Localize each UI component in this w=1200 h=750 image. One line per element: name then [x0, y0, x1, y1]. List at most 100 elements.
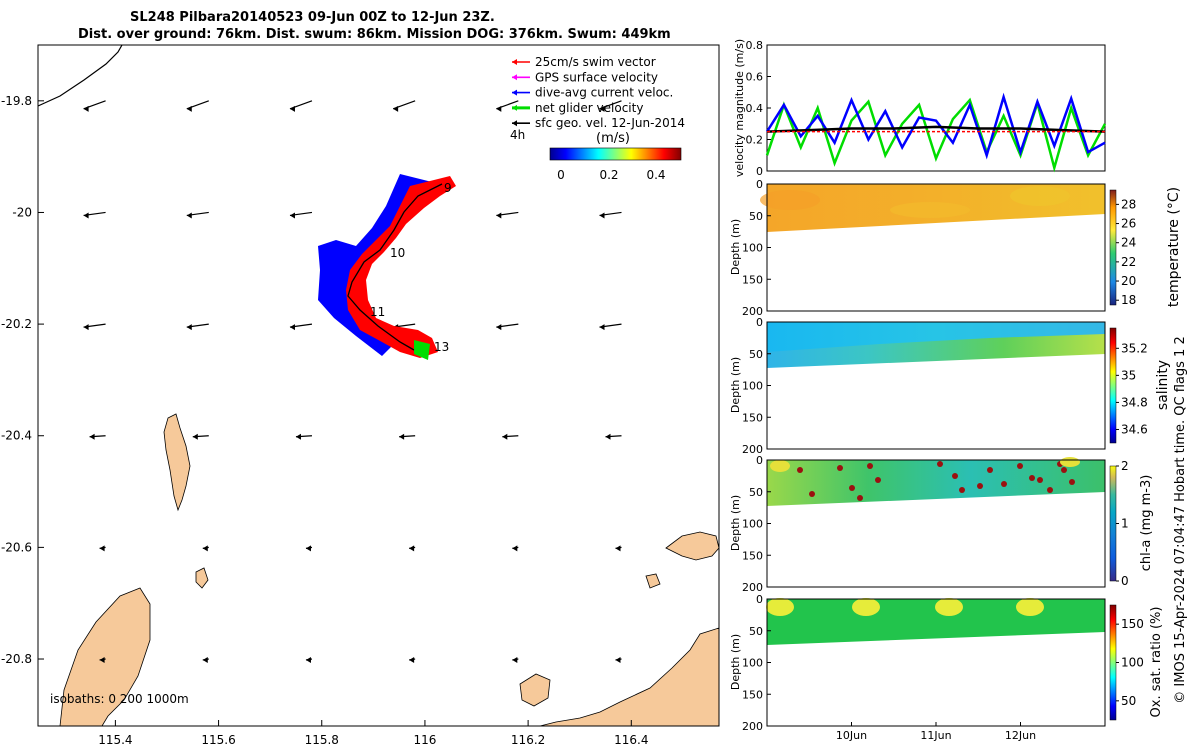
chlorophyll-high-value [867, 463, 873, 469]
geo-arrow-head [83, 324, 89, 331]
temperature-patch [890, 202, 970, 218]
geo-arrow-head [399, 433, 405, 440]
chlorophyll-patch [1060, 457, 1080, 467]
geo-arrow-head [599, 105, 605, 112]
geo-arrow-head [496, 324, 502, 331]
legend-label: sfc geo. vel. 12-Jun-2014 [535, 116, 685, 130]
geo-arrow-head [496, 105, 502, 112]
chlorophyll-high-value [809, 491, 815, 497]
velocity-ylabel: velocity magnitude (m/s) [733, 39, 746, 177]
title-line-1: SL248 Pilbara20140523 09-Jun 00Z to 12-J… [130, 10, 495, 25]
salinity-depth-label: Depth (m) [729, 357, 742, 413]
legend-swatch-head [512, 59, 517, 65]
geo-arrow-head [186, 105, 192, 112]
oxygen-depth-label: Depth (m) [729, 634, 742, 690]
chlorophyll-high-value [1029, 475, 1035, 481]
geo-arrow-head [512, 545, 518, 552]
map-xtick-label: 115.6 [201, 733, 235, 747]
speed-colorbar [549, 147, 682, 161]
island-east [665, 531, 719, 561]
geo-arrow-head [496, 212, 502, 219]
geo-arrow-head [605, 433, 611, 440]
swim-swath [346, 176, 456, 358]
colorbar-tick-label: 35.2 [1121, 341, 1148, 355]
salinity-colorbar [1109, 327, 1117, 444]
map-xtick-label: 116.2 [511, 733, 545, 747]
oxygen-high-patch [935, 598, 963, 616]
velocity-ytick-label: 0 [756, 165, 763, 178]
geo-arrow-head [289, 324, 295, 331]
colorbar-tick-label: 35 [1121, 368, 1136, 382]
velocity-ytick-label: 0.8 [746, 39, 764, 52]
depth-ytick-label: 0 [756, 178, 763, 191]
geo-arrow-head [289, 212, 295, 219]
depth-ytick-label: 0 [756, 454, 763, 467]
current-swath [318, 174, 432, 356]
geo-arrow-head [202, 545, 208, 552]
depth-ytick-label: 100 [742, 657, 763, 670]
colorbar-tick-label: 100 [1121, 656, 1144, 670]
land-southeast [539, 627, 719, 726]
geo-arrow-head [615, 657, 621, 664]
glider-track: 9 10 11 13 [318, 174, 456, 360]
map-ytick-label: -19.8 [1, 94, 32, 108]
date-tick-label: 12Jun [1005, 729, 1036, 742]
colorbar-tick-label: 22 [1121, 255, 1136, 269]
land-west [59, 587, 151, 726]
legend-label: 25cm/s swim vector [535, 55, 656, 69]
chlorophyll-colorbar-label: chl-a (mg m-3) [1139, 475, 1154, 572]
day-label-13: 13 [434, 340, 449, 354]
track-line [347, 183, 443, 351]
island-small [645, 573, 661, 589]
geo-arrow-head [186, 324, 192, 331]
map-ticks: 115.4 115.6 115.8 116 116.2 116.4 -19.8 -20 -20.… [1, 94, 649, 747]
chlorophyll-high-value [1037, 477, 1043, 483]
depth-ytick-label: 200 [742, 305, 763, 318]
velocity-series-line [766, 125, 1106, 133]
colorbar-title: (m/s) [596, 131, 630, 146]
legend-label: net glider velocity [535, 101, 643, 115]
colorbar-tick-label: 2 [1121, 459, 1129, 473]
colorbar-tick-label: 1 [1121, 517, 1129, 531]
chlorophyll-panel: 0 50 100 150 200 Depth (m) 0 1 2 chl-a (mg m-3… [729, 454, 1154, 594]
geo-arrow-head [599, 324, 605, 331]
oxygen-colorbar-label: Ox. sat. ratio (%) [1149, 607, 1164, 718]
chlorophyll-high-value [977, 483, 983, 489]
oxygen-high-patch [766, 598, 794, 616]
depth-ytick-label: 100 [742, 518, 763, 531]
depth-ytick-label: 150 [742, 549, 763, 562]
island-south [195, 567, 209, 589]
legend-swatch-head [512, 74, 517, 81]
geo-arrow-head [409, 545, 415, 552]
chlorophyll-colorbar [1109, 465, 1117, 582]
depth-ytick-label: 150 [742, 688, 763, 701]
map-ytick-label: -20.4 [1, 429, 32, 443]
chlorophyll-high-value [1001, 481, 1007, 487]
day-label-9: 9 [444, 181, 452, 195]
geo-arrow-head [89, 433, 95, 440]
depth-ytick-label: 0 [756, 593, 763, 606]
chlorophyll-high-value [1047, 487, 1053, 493]
temperature-panel: 0 50 100 150 200 Depth (m) 18 20 22 24 26 28 temp… [729, 178, 1182, 318]
depth-ytick-label: 50 [749, 625, 763, 638]
colorbar-tick-label: 26 [1121, 217, 1136, 231]
temperature-patch [760, 190, 820, 210]
date-tick-label: 10Jun [836, 729, 867, 742]
geo-arrow-head [502, 433, 508, 440]
chlorophyll-high-value [959, 487, 965, 493]
island-group [163, 413, 191, 512]
day-label-10: 10 [390, 246, 405, 260]
geo-arrow-head [512, 657, 518, 664]
chlorophyll-high-value [849, 485, 855, 491]
date-tick-label: 11Jun [920, 729, 951, 742]
map-frame [37, 44, 720, 727]
velocity-ytick-label: 0.4 [746, 102, 764, 115]
velocity-ytick-label: 0.6 [746, 71, 764, 84]
island-mid-east [519, 673, 551, 707]
depth-ytick-label: 200 [742, 581, 763, 594]
title-line-2: Dist. over ground: 76km. Dist. swum: 86k… [78, 27, 671, 42]
day-label-11: 11 [370, 305, 385, 319]
map-xtick-label: 116 [413, 733, 436, 747]
colorbar-tick-label: 50 [1121, 694, 1136, 708]
